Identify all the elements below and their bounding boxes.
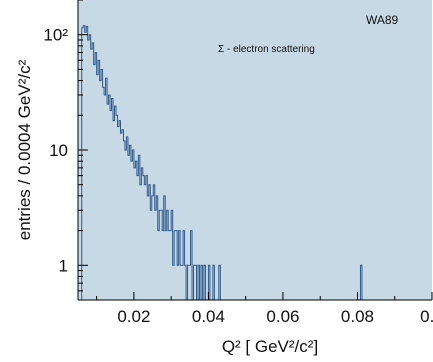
experiment-tag: WA89 (366, 13, 399, 27)
x-tick-label: 0.06 (266, 307, 299, 326)
annotation-label: Σ - electron scattering (218, 44, 315, 55)
tick-layer: 0.02 0.04 0.06 0.08 0.1 1 10 10² (43, 0, 433, 326)
x-tick-label: 0.04 (192, 307, 225, 326)
y-tick-label: 10 (49, 141, 68, 160)
x-tick-label: 0.08 (341, 307, 374, 326)
y-axis-label: entries / 0.0004 GeV²/c² (15, 59, 34, 240)
x-tick-label: 0.02 (117, 307, 150, 326)
x-tick-label: 0.1 (420, 307, 433, 326)
x-axis-label: Q² [ GeV²/c²] (222, 337, 318, 356)
y-tick-label: 10² (43, 26, 68, 45)
plot-area (78, 0, 432, 300)
y-tick-label: 1 (59, 256, 68, 275)
